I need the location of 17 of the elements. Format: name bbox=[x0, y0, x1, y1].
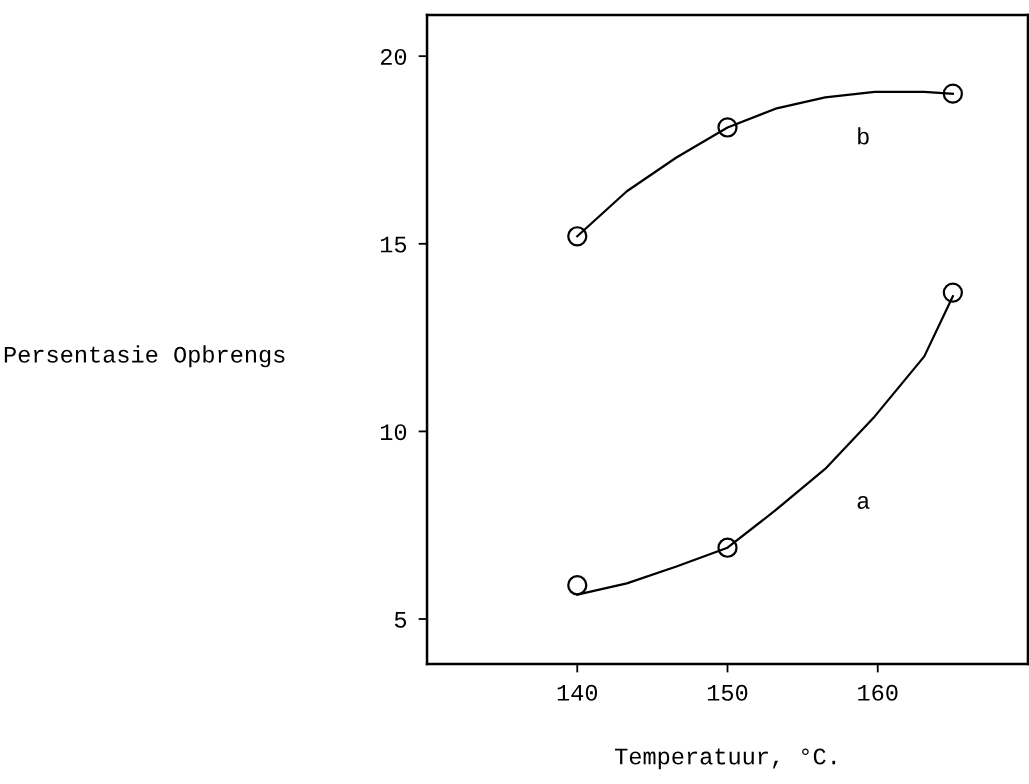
x-tick-label: 160 bbox=[858, 684, 898, 701]
series-label: b bbox=[858, 127, 869, 145]
point bbox=[942, 83, 963, 104]
series-label: a bbox=[857, 496, 870, 509]
x-tick-label: 140 bbox=[557, 684, 598, 701]
y-axis-title: Persentasie Opbrengs bbox=[4, 345, 285, 368]
point bbox=[942, 282, 963, 303]
x-axis-title: Temperatuur, °C. bbox=[615, 748, 836, 770]
y-tick-label: 10 bbox=[380, 424, 407, 441]
point bbox=[717, 117, 738, 138]
x-tick-label: 150 bbox=[707, 684, 748, 701]
y-tick-label: 15 bbox=[380, 236, 407, 253]
point bbox=[567, 575, 588, 596]
y-tick-label: 5 bbox=[394, 612, 407, 628]
y-tick-label: 20 bbox=[380, 48, 407, 65]
point bbox=[567, 226, 588, 247]
point bbox=[717, 537, 738, 558]
